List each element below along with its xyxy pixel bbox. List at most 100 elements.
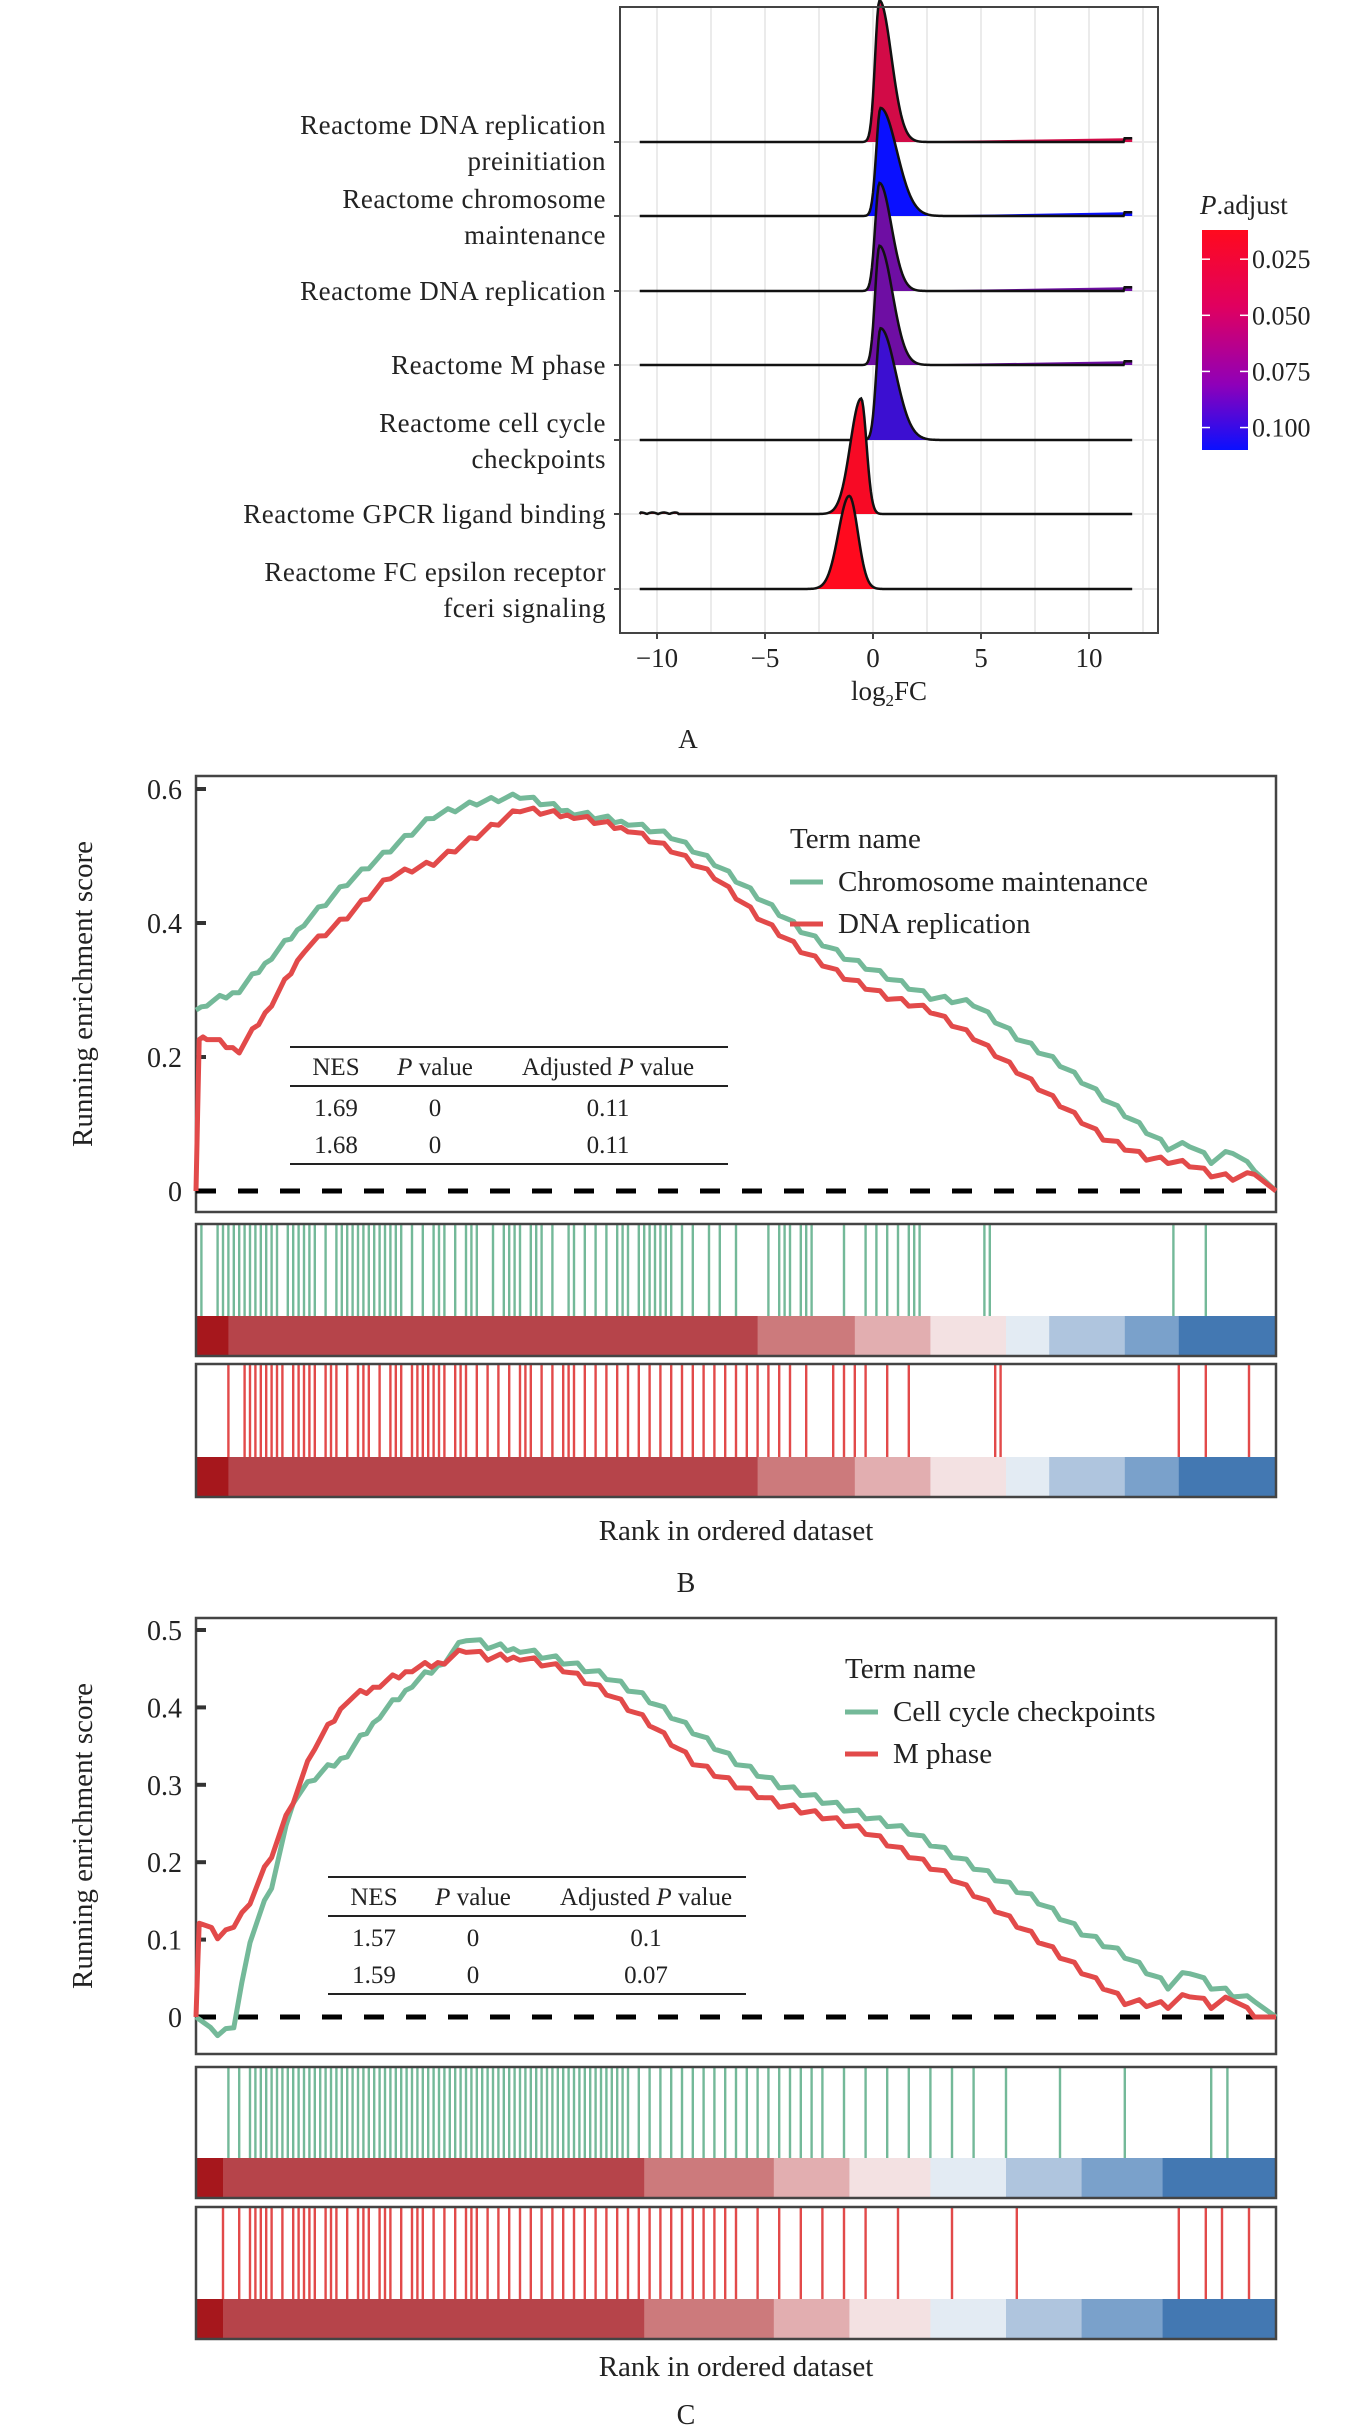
table-row: 1.68 0 0.11 xyxy=(314,1132,629,1159)
rank-color-segment xyxy=(849,2299,931,2339)
ridge-fill xyxy=(865,0,1133,143)
ridge-fill xyxy=(814,495,877,589)
header-italic: P xyxy=(617,1054,633,1081)
rank-color-segment xyxy=(757,1457,856,1497)
header-italic: P xyxy=(434,1884,450,1911)
red-es-line xyxy=(193,1647,1276,2020)
ridge-outline xyxy=(639,181,1133,293)
rank-color-segment xyxy=(930,1457,1007,1497)
rank-color-segment xyxy=(773,2299,850,2339)
table-header-cell: NES xyxy=(312,1054,359,1081)
colorbar-tick-label: 0.075 xyxy=(1252,357,1311,386)
rank-color-segment xyxy=(1006,2299,1083,2339)
y-tick-label: 0.6 xyxy=(147,775,182,806)
rank-color-segment xyxy=(1006,1457,1050,1497)
panel-caption: B xyxy=(677,1568,696,1599)
y-tick-label: 0.4 xyxy=(147,909,182,940)
table-header-cell: Adjusted P value xyxy=(560,1884,732,1911)
header-italic: P xyxy=(396,1054,412,1081)
y-tick-label: 0.2 xyxy=(147,1043,182,1074)
table-cell: 0 xyxy=(429,1132,442,1159)
table-header-cell: Adjusted P value xyxy=(522,1054,694,1081)
table-header-cell: P value xyxy=(434,1884,511,1911)
ridge-label: preinitiation xyxy=(468,146,606,176)
legend: Term name Chromosome maintenance DNA repli… xyxy=(790,823,1148,940)
y-tick-label: 0 xyxy=(168,2003,182,2034)
legend: Term name Cell cycle checkpoints M phase xyxy=(845,1653,1156,1770)
legend-label: Chromosome maintenance xyxy=(838,866,1148,898)
header-pre: Adjusted xyxy=(560,1884,657,1911)
rank-color-segment xyxy=(196,1457,229,1497)
table-row: 1.59 0 0.07 xyxy=(352,1962,668,1989)
rank-color-segment xyxy=(1006,1316,1050,1356)
rank-color-segment xyxy=(1124,1457,1180,1497)
rank-color-segment xyxy=(1049,1457,1126,1497)
colorbar-tick-label: 0.050 xyxy=(1252,301,1311,330)
rank-color-segment xyxy=(223,2158,645,2198)
header-text: value xyxy=(412,1054,472,1081)
rank-color-segment xyxy=(196,1316,229,1356)
table-header-cell: P value xyxy=(396,1054,473,1081)
x-axis-label: Rank in ordered dataset xyxy=(599,1515,874,1547)
colorbar-tick-label: 0.100 xyxy=(1252,414,1311,443)
rank-color-segment xyxy=(1178,1457,1277,1497)
header-text: value xyxy=(672,1884,732,1911)
y-tick-label: 0.4 xyxy=(147,1693,182,1724)
ridge-label: Reactome DNA replication xyxy=(300,110,606,140)
rank-color-segment xyxy=(1178,1316,1277,1356)
y-tick-label: 0.2 xyxy=(147,1848,182,1879)
ridge-outline xyxy=(638,396,1133,516)
barcode-frame xyxy=(194,1362,1278,1499)
x-label-fc: FC xyxy=(894,676,927,706)
green-gene-hits-panel xyxy=(194,1222,1278,1358)
rank-color-segment xyxy=(228,1316,759,1356)
colorbar-title: P.adjust xyxy=(1199,190,1288,220)
rank-color-segment xyxy=(930,2299,1007,2339)
colorbar-ticks: 0.025 0.050 0.075 0.100 xyxy=(1202,245,1311,443)
panel-a-x-axis-label: log2FC xyxy=(851,676,927,710)
colorbar xyxy=(1202,230,1248,450)
ridge-outline xyxy=(639,244,1133,367)
rank-color-segment xyxy=(1081,2299,1164,2339)
rank-color-segment xyxy=(849,2158,931,2198)
ridge-label: Reactome chromosome xyxy=(342,184,606,214)
rank-color-segment xyxy=(196,2158,224,2198)
y-tick-label: 0.1 xyxy=(147,1926,182,1957)
ridge-label: maintenance xyxy=(464,220,606,250)
red-es-line xyxy=(193,805,1278,1193)
table-cell: 0 xyxy=(467,1962,480,1989)
ridge-label: Reactome cell cycle xyxy=(379,408,606,438)
panel-a-colorbar-legend: P.adjust 0.025 0.050 0.075 0.100 xyxy=(1199,190,1311,450)
y-tick-label: 0 xyxy=(168,1177,182,1208)
table-cell: 0.11 xyxy=(587,1132,630,1159)
rank-color-segment xyxy=(644,2299,775,2339)
rank-color-segment xyxy=(930,2158,1007,2198)
ridge-label: Reactome DNA replication xyxy=(300,276,606,306)
rank-color-segment xyxy=(854,1316,931,1356)
rank-color-segment xyxy=(644,2158,775,2198)
panel-a-plot-frame xyxy=(619,6,1159,634)
panel-c-gsea-plot: 0 0.1 0.2 0.3 0.4 0.5 Running enrichment score… xyxy=(67,1616,1278,2431)
rank-color-segment xyxy=(930,1316,1007,1356)
y-tick-label: 0.5 xyxy=(147,1616,182,1647)
x-tick-label: 10 xyxy=(1076,643,1103,673)
legend-title: Term name xyxy=(845,1653,976,1685)
panel-b-gsea-plot: 0 0.2 0.4 0.6 Running enrichment score Term n… xyxy=(67,774,1278,1599)
panel-a-ridgeline-chart: Reactome DNA replication preinitiation Rea… xyxy=(243,0,1311,754)
x-label-log: log xyxy=(851,676,886,706)
ridge-label: Reactome FC epsilon receptor xyxy=(264,557,606,587)
red-gene-hits-panel xyxy=(194,2205,1278,2341)
rank-color-segment xyxy=(1081,2158,1164,2198)
rank-color-segment xyxy=(773,2158,850,2198)
rank-color-segment xyxy=(757,1316,856,1356)
table-row: 1.57 0 0.1 xyxy=(352,1925,662,1952)
es-plot-frame xyxy=(194,774,1278,1214)
header-text: NES xyxy=(312,1054,359,1081)
ridge-label: fceri signaling xyxy=(443,593,606,623)
ridge-outline xyxy=(639,0,1133,144)
rank-color-segment xyxy=(196,2299,224,2339)
x-axis-label: Rank in ordered dataset xyxy=(599,2351,874,2383)
legend-title: Term name xyxy=(790,823,921,855)
